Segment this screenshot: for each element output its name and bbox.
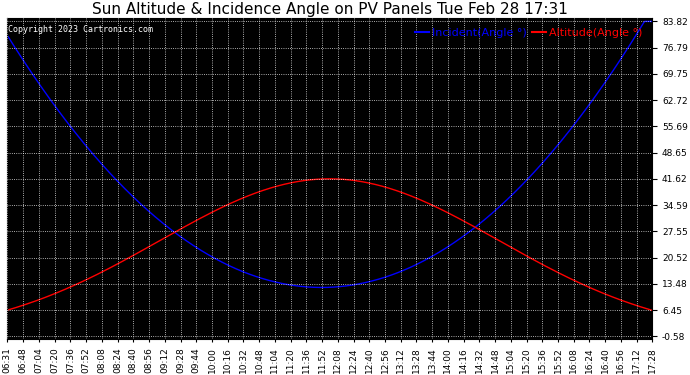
Title: Sun Altitude & Incidence Angle on PV Panels Tue Feb 28 17:31: Sun Altitude & Incidence Angle on PV Pan… <box>92 2 567 17</box>
Text: Copyright 2023 Cartronics.com: Copyright 2023 Cartronics.com <box>8 25 153 34</box>
Legend: Incident(Angle °), Altitude(Angle °): Incident(Angle °), Altitude(Angle °) <box>411 24 647 43</box>
